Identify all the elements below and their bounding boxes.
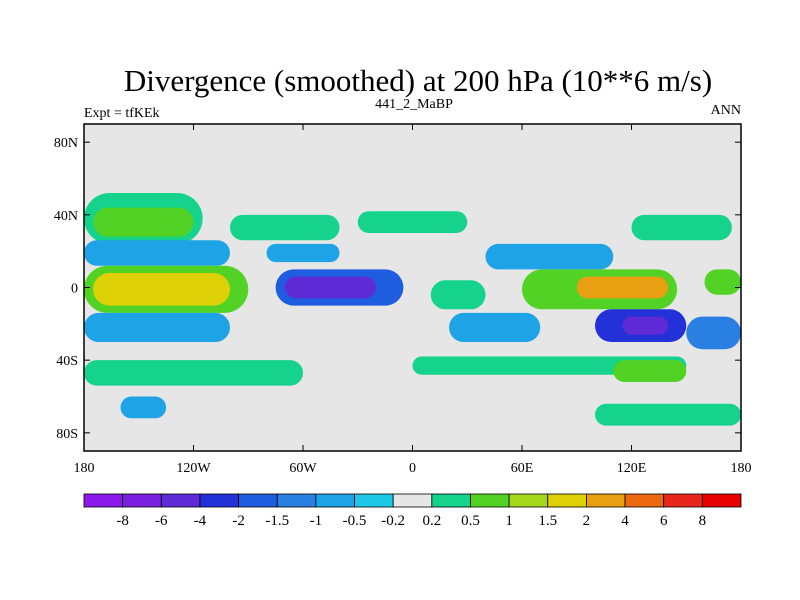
experiment-label: Expt = tfKEk [84, 106, 160, 121]
colorbar-label: 1.5 [538, 513, 557, 529]
colorbar-label: 4 [621, 513, 629, 529]
colorbar-box [238, 493, 278, 508]
colorbar-box [160, 493, 201, 508]
colorbar-box [122, 493, 162, 508]
y-tick-label: 40S [56, 354, 78, 369]
y-axis: 80N 40N 0 40S 80S [54, 136, 741, 442]
divergence-region-6 [266, 243, 340, 263]
colorbar-label: -0.2 [381, 513, 405, 529]
colorbar-box [470, 493, 510, 508]
divergence-region-1 [93, 207, 194, 237]
colorbar-box [392, 493, 433, 508]
divergence-region-14 [576, 276, 668, 299]
colorbar-box [315, 493, 355, 508]
colorbar-label: -8 [116, 513, 129, 529]
divergence-region-7 [485, 243, 614, 270]
colorbar-label: -0.5 [343, 513, 367, 529]
case-label: 441_2_MaBP [375, 97, 453, 112]
x-tick-label: 180 [731, 461, 752, 476]
colorbar-box [586, 493, 626, 508]
y-tick-label: 0 [71, 282, 78, 297]
x-tick-label: 180 [74, 461, 95, 476]
colorbar-label: 0.2 [422, 513, 441, 529]
x-axis: 180 120W 60W 0 60E 120E 180 [74, 124, 752, 476]
colorbar-label: -6 [155, 513, 168, 529]
colorbar-box [624, 493, 665, 508]
divergence-region-11 [284, 276, 376, 299]
divergence-region-4 [631, 214, 732, 241]
colorbar-box [508, 493, 549, 508]
colorbar-label: 0.5 [461, 513, 480, 529]
x-tick-label: 60W [289, 461, 317, 476]
divergence-region-25 [595, 403, 741, 426]
divergence-region-23 [613, 360, 687, 382]
colorbar-box [701, 493, 742, 508]
divergence-region-12 [430, 280, 486, 310]
colorbar-box [199, 493, 239, 508]
x-tick-label: 0 [409, 461, 416, 476]
colorbar-box [663, 493, 703, 508]
divergence-region-2 [230, 214, 340, 241]
colorbar-box [83, 493, 124, 508]
colorbar-label: -1 [310, 513, 323, 529]
colorbar-label: 2 [583, 513, 591, 529]
season-label: ANN [711, 103, 741, 118]
divergence-field [84, 193, 741, 426]
colorbar-label: -1.5 [265, 513, 289, 529]
y-tick-label: 80N [54, 136, 78, 151]
divergence-region-24 [120, 396, 167, 419]
divergence-region-17 [449, 312, 541, 342]
colorbar-label: -4 [194, 513, 207, 529]
divergence-region-20 [686, 316, 741, 350]
colorbar-box [547, 493, 587, 508]
divergence-region-16 [84, 312, 230, 342]
y-tick-label: 80S [56, 427, 78, 442]
colorbar-box [276, 493, 317, 508]
colorbar: -8 -6 -4 -2 -1.5 -1 -0.5 -0.2 0.2 0.5 1 1.5 2 4 6 8 [83, 493, 742, 529]
divergence-region-19 [622, 316, 668, 335]
x-tick-label: 120E [617, 461, 647, 476]
colorbar-label: 6 [660, 513, 668, 529]
colorbar-label: 8 [699, 513, 707, 529]
colorbar-label: 1 [505, 513, 513, 529]
divergence-region-9 [93, 272, 230, 306]
colorbar-box [354, 493, 394, 508]
divergence-region-5 [84, 240, 230, 266]
x-tick-label: 120W [176, 461, 211, 476]
divergence-region-3 [357, 211, 468, 233]
x-tick-label: 60E [511, 461, 534, 476]
divergence-region-21 [84, 360, 303, 386]
y-tick-label: 40N [54, 209, 78, 224]
colorbar-box [431, 493, 471, 508]
figure-title: Divergence (smoothed) at 200 hPa (10**6 … [124, 63, 712, 98]
divergence-region-15 [704, 269, 741, 295]
colorbar-label: -2 [232, 513, 245, 529]
